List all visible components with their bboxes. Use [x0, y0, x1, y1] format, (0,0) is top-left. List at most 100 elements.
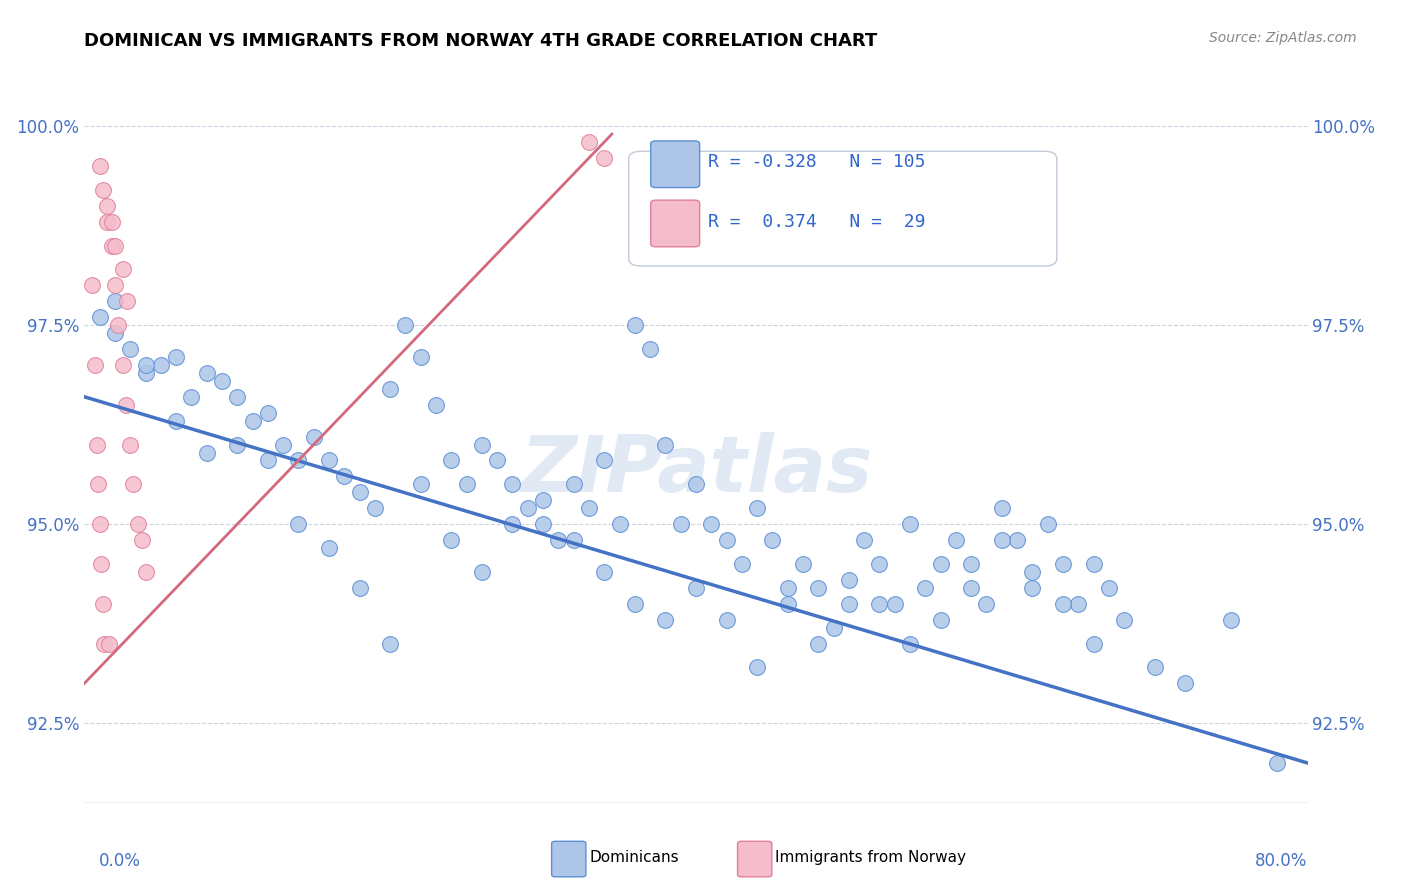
- Point: [107, 318, 129, 333]
- Point: [257, 453, 280, 467]
- Text: R =  0.374   N =  29: R = 0.374 N = 29: [709, 212, 925, 231]
- Point: [1098, 581, 1121, 595]
- Point: [593, 151, 616, 165]
- Point: [516, 501, 538, 516]
- Point: [685, 581, 707, 595]
- Point: [853, 533, 876, 547]
- Point: [776, 597, 799, 611]
- Point: [624, 597, 647, 611]
- Point: [1143, 660, 1166, 674]
- Point: [349, 581, 371, 595]
- Point: [425, 398, 447, 412]
- Point: [1021, 581, 1043, 595]
- Point: [409, 477, 432, 491]
- Point: [898, 517, 921, 532]
- Point: [226, 437, 249, 451]
- Point: [394, 318, 416, 333]
- Point: [111, 358, 134, 372]
- Point: [271, 437, 294, 451]
- Point: [318, 541, 340, 555]
- Point: [89, 517, 111, 532]
- Point: [195, 366, 218, 380]
- Point: [111, 262, 134, 277]
- Point: [89, 310, 111, 325]
- Text: Immigrants from Norway: Immigrants from Norway: [776, 850, 966, 865]
- Point: [624, 318, 647, 333]
- Point: [364, 501, 387, 516]
- Point: [287, 517, 309, 532]
- Point: [318, 453, 340, 467]
- Point: [838, 597, 860, 611]
- Point: [976, 597, 998, 611]
- Point: [716, 533, 738, 547]
- Point: [761, 533, 783, 547]
- Point: [120, 437, 142, 451]
- Point: [776, 581, 799, 595]
- Point: [823, 621, 845, 635]
- Point: [578, 135, 600, 149]
- Point: [929, 557, 952, 571]
- Point: [149, 358, 172, 372]
- Point: [1265, 756, 1288, 770]
- Point: [883, 597, 905, 611]
- Point: [86, 437, 108, 451]
- Point: [747, 501, 769, 516]
- Point: [807, 581, 830, 595]
- Point: [716, 613, 738, 627]
- Point: [1114, 613, 1136, 627]
- Text: 80.0%: 80.0%: [1256, 852, 1308, 870]
- Point: [380, 637, 402, 651]
- Point: [409, 350, 432, 364]
- Point: [531, 493, 554, 508]
- Point: [991, 533, 1014, 547]
- Point: [101, 214, 124, 228]
- Point: [669, 517, 692, 532]
- Point: [104, 278, 127, 293]
- Point: [165, 414, 187, 428]
- Point: [562, 477, 585, 491]
- Point: [195, 445, 218, 459]
- Point: [1067, 597, 1090, 611]
- Point: [471, 565, 494, 579]
- Point: [287, 453, 309, 467]
- Point: [91, 597, 114, 611]
- Point: [104, 326, 127, 340]
- Point: [122, 477, 145, 491]
- Point: [302, 429, 325, 443]
- Point: [792, 557, 814, 571]
- Point: [869, 597, 891, 611]
- Point: [114, 398, 136, 412]
- Point: [91, 183, 114, 197]
- Point: [90, 557, 112, 571]
- Point: [654, 613, 676, 627]
- Point: [1036, 517, 1059, 532]
- Point: [135, 366, 157, 380]
- Point: [127, 517, 149, 532]
- Point: [593, 565, 616, 579]
- Point: [991, 501, 1014, 516]
- Point: [960, 557, 983, 571]
- Point: [471, 437, 494, 451]
- Point: [1052, 597, 1074, 611]
- Point: [945, 533, 967, 547]
- Point: [84, 358, 107, 372]
- Point: [380, 382, 402, 396]
- Point: [593, 453, 616, 467]
- Point: [93, 637, 115, 651]
- Point: [257, 406, 280, 420]
- Point: [101, 238, 124, 252]
- Point: [531, 517, 554, 532]
- Point: [562, 533, 585, 547]
- Point: [1052, 557, 1074, 571]
- Text: R = -0.328   N = 105: R = -0.328 N = 105: [709, 153, 925, 171]
- Text: 0.0%: 0.0%: [98, 852, 141, 870]
- Text: Dominicans: Dominicans: [589, 850, 679, 865]
- Point: [333, 469, 356, 483]
- Point: [960, 581, 983, 595]
- FancyBboxPatch shape: [628, 152, 1057, 266]
- Point: [502, 517, 524, 532]
- Point: [502, 477, 524, 491]
- Point: [547, 533, 569, 547]
- Point: [96, 214, 118, 228]
- Point: [700, 517, 723, 532]
